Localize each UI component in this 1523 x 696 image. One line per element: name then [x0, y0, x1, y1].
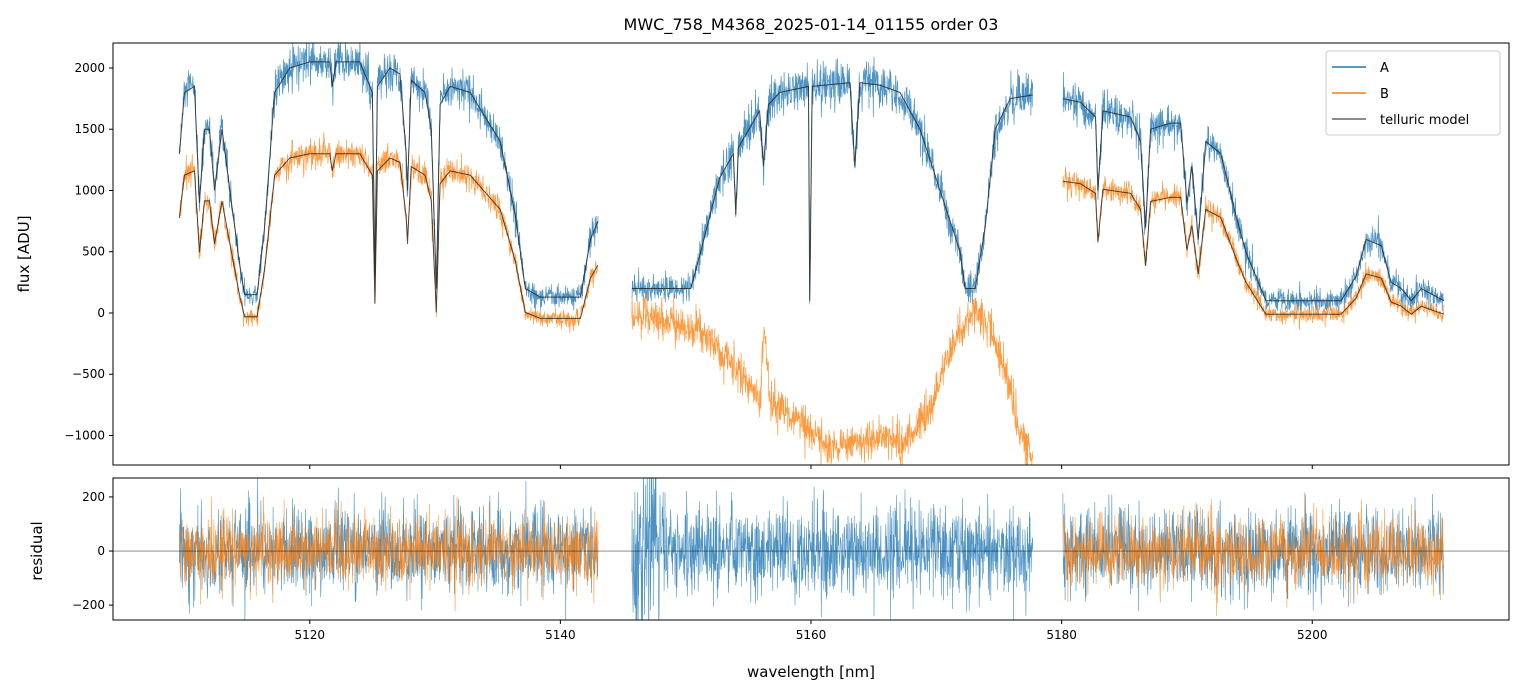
- y-tick-label-residual: −200: [72, 598, 105, 612]
- y-tick-label-flux: −500: [72, 367, 105, 381]
- series-b-flux-segment-3: [1062, 166, 1445, 330]
- flux-panel-data: [178, 43, 1445, 465]
- y-axis-label-residual: residual: [28, 521, 46, 580]
- x-tick-label: 5140: [545, 628, 576, 642]
- series-b-residual-segment-1: [179, 496, 599, 612]
- x-tick-label: 5120: [294, 628, 325, 642]
- y-tick-label-flux: −1000: [64, 428, 105, 442]
- y-tick-label-flux: 500: [82, 245, 105, 259]
- flux-panel-frame: [112, 42, 1510, 466]
- legend-label-a: A: [1380, 61, 1389, 76]
- telluric-model-a-segment-1: [178, 61, 599, 298]
- axes: 5120 5140 5160 5180 52002000150010005000−500…: [64, 61, 1327, 642]
- y-tick-label-flux: 1000: [74, 183, 105, 197]
- residual-panel-data: [113, 478, 1509, 620]
- x-axis-label: wavelength [nm]: [747, 663, 875, 681]
- legend-label-model: telluric model: [1380, 113, 1469, 128]
- telluric-model-a-segment-2: [631, 82, 1033, 301]
- telluric-model-a-segment-3: [1062, 98, 1444, 302]
- y-tick-label-flux: 2000: [74, 61, 105, 75]
- series-b-flux-segment-2: [631, 293, 1034, 465]
- series-a-flux-segment-3: [1062, 71, 1445, 316]
- x-tick-label: 5160: [796, 628, 827, 642]
- telluric-model-b-segment-3: [1062, 180, 1444, 315]
- series-a-flux-segment-2: [631, 56, 1034, 305]
- series-a-flux-segment-1: [179, 43, 599, 313]
- legend: A B telluric model: [1325, 50, 1501, 136]
- y-tick-label-flux: 1500: [74, 122, 105, 136]
- legend-box: [1325, 50, 1501, 136]
- y-tick-label-residual: 200: [82, 490, 105, 504]
- telluric-model-b-segment-1: [178, 153, 599, 319]
- x-tick-label: 5180: [1046, 628, 1077, 642]
- y-tick-label-residual: 0: [97, 544, 105, 558]
- y-axis-label-flux: flux [ADU]: [15, 215, 33, 292]
- x-tick-label: 5200: [1297, 628, 1328, 642]
- chart-title: MWC_758_M4368_2025-01-14_01155 order 03: [624, 15, 999, 35]
- y-tick-label-flux: 0: [97, 306, 105, 320]
- series-a-residual-segment-2: [631, 478, 1034, 620]
- legend-label-b: B: [1380, 87, 1389, 102]
- series-b-flux-segment-1: [179, 132, 599, 333]
